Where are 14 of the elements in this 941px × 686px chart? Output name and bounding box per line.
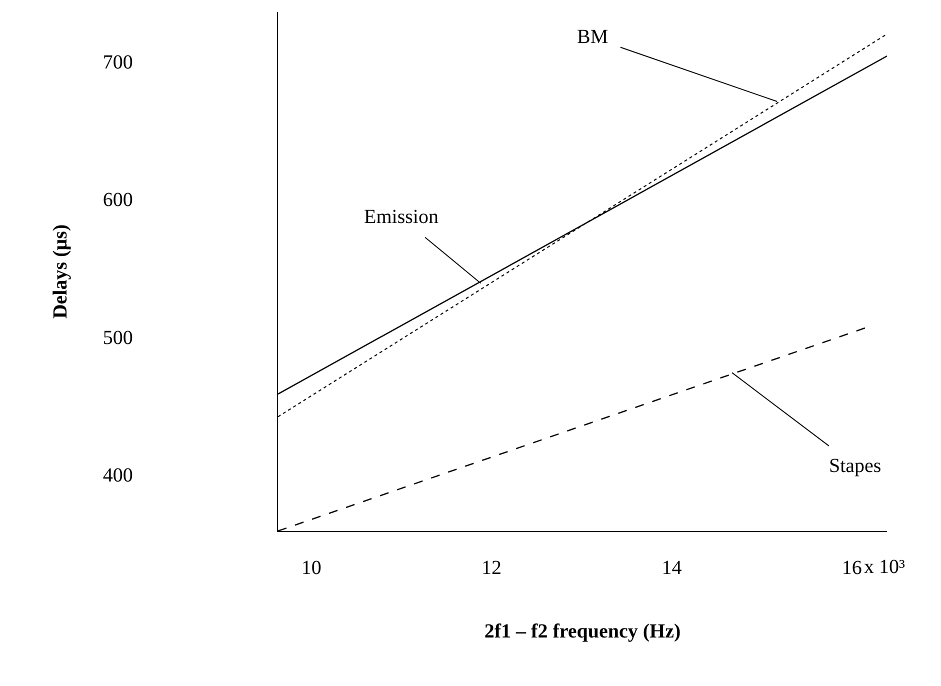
x-tick-label: 12: [482, 557, 502, 580]
annotation: Emission: [364, 206, 438, 228]
x-tick-label: 16: [842, 557, 862, 580]
y-tick-label: 500: [102, 326, 133, 349]
y-axis-title: Delays (µs): [49, 224, 72, 319]
text: x 10³: [864, 556, 905, 578]
y-tick-label: 400: [102, 464, 133, 487]
x-axis-title: 2f1 – f2 frequency (Hz): [484, 620, 681, 643]
annotation: Stapes: [829, 455, 882, 477]
annotation: BM: [577, 26, 608, 48]
y-tick-label: 600: [102, 189, 133, 212]
x-tick-label: 14: [662, 557, 682, 580]
y-tick-label: 700: [102, 52, 133, 74]
x-tick-label: 10: [301, 557, 322, 580]
